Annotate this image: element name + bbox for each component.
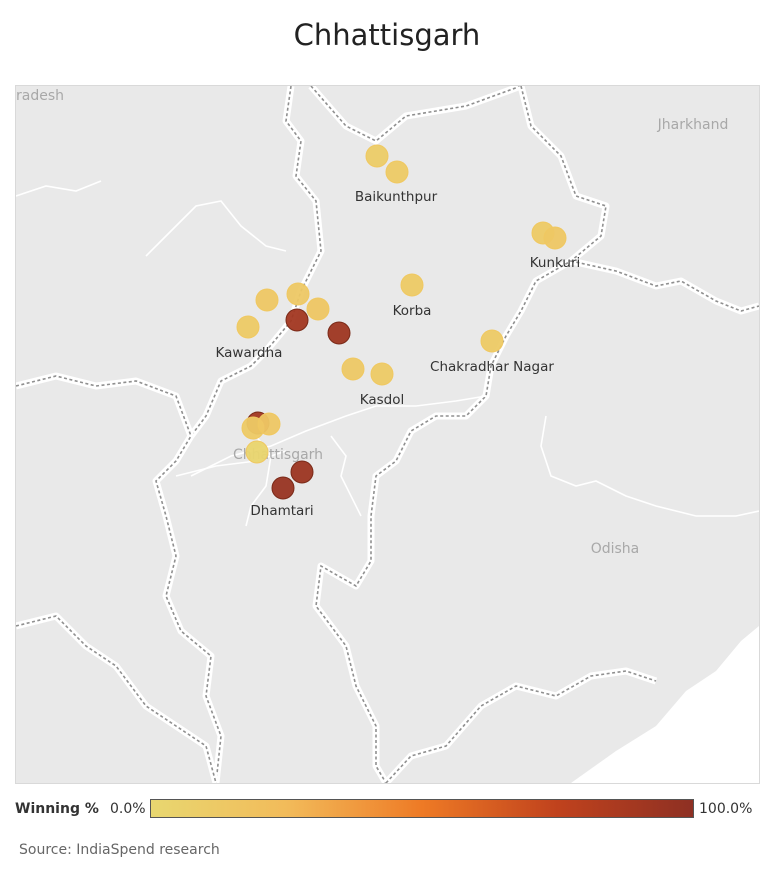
place-label-chakradhar-nagar: Chakradhar Nagar (430, 359, 554, 375)
constituency-marker[interactable] (271, 476, 295, 500)
constituency-marker[interactable] (286, 282, 310, 306)
land-background (16, 86, 759, 783)
legend-color-ramp (150, 799, 694, 818)
constituency-marker[interactable] (285, 308, 309, 332)
constituency-marker[interactable] (327, 321, 351, 345)
river-2 (16, 180, 102, 197)
chart-title: Chhattisgarh (293, 18, 481, 52)
constituency-marker[interactable] (341, 357, 365, 381)
region-label-jharkhand: Jharkhand (657, 117, 729, 133)
source-note: Source: IndiaSpend research (19, 842, 220, 858)
map-canvas[interactable]: radeshJharkhandChhattisgarhOdishaBaikunt… (16, 86, 759, 783)
border-odisha-south (385, 670, 657, 783)
river-1 (145, 200, 287, 257)
constituency-marker[interactable] (370, 362, 394, 386)
state-borders (16, 86, 759, 783)
constituency-marker[interactable] (290, 460, 314, 484)
rivers (16, 180, 759, 527)
border-jharkhand-odisha (315, 86, 607, 783)
constituency-marker[interactable] (543, 226, 567, 250)
constituency-marker[interactable] (245, 440, 269, 464)
constituency-marker[interactable] (236, 315, 260, 339)
constituency-marker[interactable] (257, 412, 281, 436)
place-label-baikunthpur: Baikunthpur (355, 189, 438, 205)
constituency-marker[interactable] (365, 144, 389, 168)
map-area[interactable]: radesh Jharkhand Chhattisgarh Odisha Baikunt… (15, 85, 760, 784)
constituency-marker[interactable] (400, 273, 424, 297)
legend-max-label: 100.0% (699, 801, 753, 817)
constituency-marker[interactable] (480, 329, 504, 353)
region-label-odisha: Odisha (591, 541, 640, 557)
region-label-pradesh: radesh (16, 88, 64, 104)
river-mahanadi (190, 395, 487, 477)
sea-area (571, 626, 759, 783)
border-west-lower (16, 375, 192, 437)
constituency-marker[interactable] (306, 297, 330, 321)
border-east-chhattisgarh (310, 86, 522, 142)
place-label-dhamtari: Dhamtari (250, 503, 313, 519)
legend-title: Winning % (15, 801, 99, 817)
river-5 (330, 435, 362, 517)
place-label-kunkuri: Kunkuri (530, 255, 581, 271)
border-jharkhand-east (570, 260, 759, 312)
legend-min-label: 0.0% (110, 801, 146, 817)
border-south-west (16, 615, 217, 783)
place-label-korba: Korba (393, 303, 432, 319)
border-north (155, 86, 322, 783)
place-label-kasdol: Kasdol (360, 392, 405, 408)
constituency-marker[interactable] (255, 288, 279, 312)
river-6 (540, 415, 759, 517)
constituency-marker[interactable] (385, 160, 409, 184)
place-label-kawardha: Kawardha (216, 345, 283, 361)
